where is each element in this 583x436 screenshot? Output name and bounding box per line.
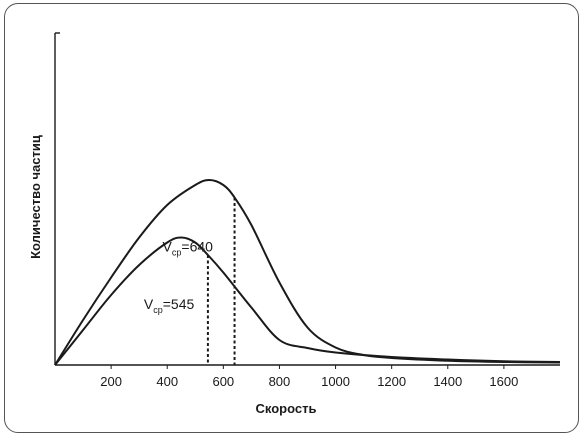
- x-tick-label: 400: [156, 374, 178, 389]
- annotation-value: =545: [163, 296, 195, 312]
- x-tick-label: 200: [100, 374, 122, 389]
- annotation-subscript: ср: [153, 305, 163, 315]
- axes: [54, 32, 560, 366]
- x-tick-label: 1600: [489, 374, 518, 389]
- annotation-subscript: ср: [172, 248, 182, 258]
- x-tick-label: 1400: [433, 374, 462, 389]
- x-tick-label: 1000: [321, 374, 350, 389]
- series-curve-2: [54, 178, 561, 366]
- x-axis-label: Скорость: [256, 401, 317, 416]
- x-tick-label: 800: [269, 374, 291, 389]
- annotation-label: Vср=640: [163, 239, 214, 258]
- y-axis-label: Количество частиц: [28, 135, 43, 259]
- mean-velocity-lines: [206, 197, 236, 365]
- x-tick-label: 600: [212, 374, 234, 389]
- x-tick-label: 1200: [377, 374, 406, 389]
- series-curves: [54, 178, 561, 366]
- x-tick-labels: 200 400 600 800 1000 1200 1400 1600: [100, 365, 518, 389]
- annotation-symbol: V: [144, 296, 154, 312]
- series-curve-1: [54, 236, 561, 366]
- annotation-symbol: V: [163, 239, 173, 255]
- annotation-value: =640: [181, 239, 213, 255]
- annotation-label: Vср=545: [144, 296, 195, 315]
